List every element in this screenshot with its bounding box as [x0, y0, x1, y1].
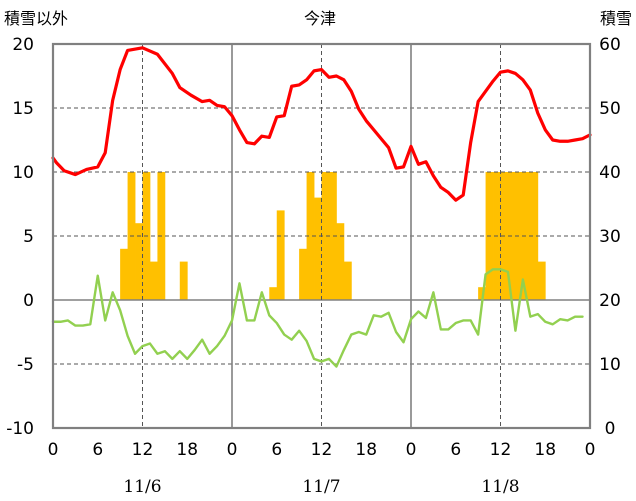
snow-bar [530, 172, 539, 300]
snow-bar [149, 261, 158, 300]
gridlines [53, 44, 590, 428]
right-tick-label: 20 [599, 291, 621, 311]
x-tick-label: 12 [132, 440, 154, 460]
x-tick-label: 6 [92, 440, 103, 460]
snow-bar [336, 223, 345, 300]
snow-bar [299, 248, 307, 300]
x-axis-tick-labels: 0 6 12 18 0 6 12 18 0 6 12 18 0 [48, 440, 596, 460]
right-tick-label: 0 [605, 419, 616, 439]
left-axis-tick-labels: 20 15 10 5 0 -5 -10 [6, 35, 34, 439]
left-tick-label: 15 [12, 99, 34, 119]
data-lines [51, 46, 592, 368]
date-label: 11/8 [481, 477, 519, 497]
right-axis-label: 積雪 [600, 9, 632, 28]
snow-bar [328, 172, 337, 300]
date-labels: 11/6 11/7 11/8 [123, 477, 519, 497]
plot-border [51, 42, 592, 430]
snow-bar [515, 172, 524, 300]
x-tick-label: 0 [406, 440, 417, 460]
green-series-line [51, 268, 584, 368]
right-axis-tick-labels: 60 50 40 30 20 10 0 [599, 35, 621, 439]
left-tick-label: 0 [23, 291, 34, 311]
left-tick-label: 10 [12, 163, 34, 183]
left-tick-label: 5 [23, 227, 34, 247]
x-tick-label: 18 [355, 440, 377, 460]
snow-bar [135, 223, 143, 300]
x-tick-label: 12 [311, 440, 333, 460]
snow-bar [537, 261, 546, 300]
x-tick-label: 6 [271, 440, 282, 460]
snow-bar [321, 172, 330, 300]
x-tick-label: 0 [585, 440, 596, 460]
snow-bar [306, 172, 315, 300]
right-tick-label: 10 [599, 355, 621, 375]
x-tick-label: 0 [48, 440, 59, 460]
x-tick-label: 0 [227, 440, 238, 460]
red-series-line [51, 46, 592, 202]
right-tick-label: 50 [599, 99, 621, 119]
chart-title: 今津 [304, 9, 336, 28]
snow-bar [276, 210, 285, 300]
snow-bar [269, 287, 278, 300]
date-label: 11/7 [302, 477, 340, 497]
snow-bar [120, 248, 128, 300]
right-tick-label: 60 [599, 35, 621, 55]
left-axis-label: 積雪以外 [4, 9, 68, 28]
left-tick-label: -10 [6, 419, 34, 439]
x-tick-label: 12 [490, 440, 512, 460]
plot-frame [51, 42, 592, 430]
right-tick-label: 40 [599, 163, 621, 183]
x-tick-label: 18 [534, 440, 556, 460]
x-tick-label: 6 [450, 440, 461, 460]
snow-bar [343, 261, 352, 300]
date-label: 11/6 [123, 477, 161, 497]
right-tick-label: 30 [599, 227, 621, 247]
x-tick-label: 18 [176, 440, 198, 460]
snow-bar [314, 197, 322, 300]
left-tick-label: -5 [17, 355, 34, 375]
snow-bar [179, 261, 188, 300]
snow-bar [522, 172, 531, 300]
left-tick-label: 20 [12, 35, 34, 55]
